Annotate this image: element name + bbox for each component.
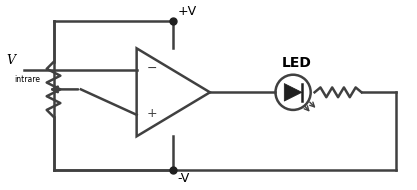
Text: +: +: [146, 107, 157, 120]
Polygon shape: [284, 84, 302, 101]
Text: V: V: [7, 54, 15, 67]
Text: LED: LED: [282, 56, 312, 70]
Text: −: −: [146, 62, 157, 75]
Text: intrare: intrare: [15, 75, 40, 84]
Text: -V: -V: [177, 173, 189, 185]
Text: +V: +V: [177, 5, 196, 18]
